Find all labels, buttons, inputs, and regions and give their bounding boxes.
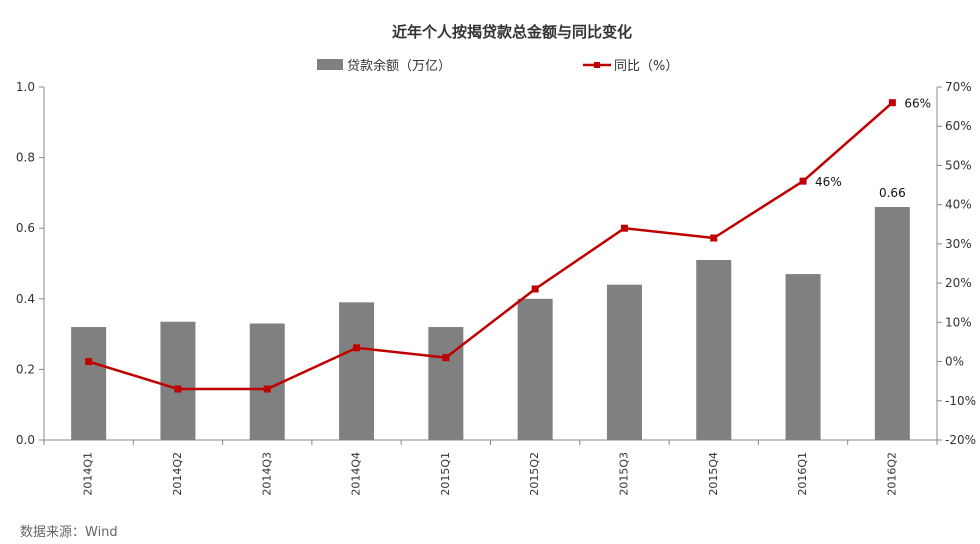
legend-label-loan-balance: 贷款余额（万亿） xyxy=(347,58,451,74)
legend: 贷款余额（万亿） 同比（%） xyxy=(317,58,678,74)
right-tick-label: 40% xyxy=(945,198,972,212)
bar-2015Q3 xyxy=(606,284,642,440)
yoy-point-2015Q2 xyxy=(531,285,539,293)
bar-2014Q1 xyxy=(71,327,107,440)
yoy-point-2015Q4 xyxy=(710,234,718,242)
right-tick-label: 70% xyxy=(945,80,972,94)
yoy-line xyxy=(88,101,894,391)
yoy-point-2015Q3 xyxy=(620,224,628,232)
bar-2014Q2 xyxy=(160,321,196,440)
yoy-point-2014Q1 xyxy=(85,358,93,366)
bar-2014Q4 xyxy=(339,302,375,440)
bar-2015Q1 xyxy=(428,327,464,440)
right-tick-label: -10% xyxy=(945,394,976,408)
x-tick-label: 2014Q3 xyxy=(260,452,273,496)
right-tick-label: 30% xyxy=(945,237,972,251)
legend-label-yoy: 同比（%） xyxy=(614,59,678,74)
bar-2016Q2 xyxy=(874,207,910,440)
yoy-point-2014Q3 xyxy=(263,385,271,393)
data-label-yoy-2016Q1: 46% xyxy=(815,175,842,189)
right-tick-label: 50% xyxy=(945,158,972,172)
data-label-yoy-2016Q2: 66% xyxy=(904,97,931,111)
left-tick-label: 0.4 xyxy=(16,292,35,306)
data-source: 数据来源：Wind xyxy=(20,525,118,540)
bar-2015Q4 xyxy=(696,259,732,440)
chart-title: 近年个人按揭贷款总金额与同比变化 xyxy=(392,23,632,41)
legend-swatch-loan-balance xyxy=(317,59,343,70)
left-tick-label: 0.6 xyxy=(16,221,35,235)
right-tick-label: 20% xyxy=(945,276,972,290)
left-tick-label: 0.0 xyxy=(16,433,35,447)
bar-2014Q3 xyxy=(249,323,285,440)
bar-2015Q2 xyxy=(517,298,553,440)
right-tick-label: 10% xyxy=(945,315,972,329)
x-tick-label: 2014Q1 xyxy=(82,452,95,496)
data-labels: 0.66 46% 66% xyxy=(815,97,931,200)
yoy-point-2016Q1 xyxy=(799,177,807,185)
yoy-point-2015Q1 xyxy=(442,354,450,362)
x-tick-label: 2015Q3 xyxy=(617,452,630,496)
data-label-bar-2016Q2: 0.66 xyxy=(879,186,906,200)
x-tick-label: 2014Q4 xyxy=(350,452,363,496)
yoy-point-2016Q2 xyxy=(888,99,896,107)
left-tick-label: 0.2 xyxy=(16,362,35,376)
right-tick-label: -20% xyxy=(945,433,976,447)
yoy-point-2014Q4 xyxy=(353,344,361,352)
x-tick-label: 2016Q1 xyxy=(796,452,809,496)
bars xyxy=(71,207,910,440)
x-tick-label: 2015Q2 xyxy=(528,452,541,496)
x-tick-label: 2016Q2 xyxy=(885,452,898,496)
right-tick-label: 0% xyxy=(945,355,964,369)
x-tick-label: 2014Q2 xyxy=(171,452,184,496)
bar-2016Q1 xyxy=(785,274,821,440)
x-tick-label: 2015Q4 xyxy=(707,452,720,496)
axes: 0.0 0.2 0.4 0.6 0.8 1.0 -20% -10% 0% 10% 20% 30% 40%… xyxy=(16,80,976,496)
x-tick-label: 2015Q1 xyxy=(439,452,452,496)
yoy-point-2014Q2 xyxy=(174,385,182,393)
right-tick-label: 60% xyxy=(945,119,972,133)
yoy-line-series xyxy=(85,99,896,393)
legend-marker-yoy xyxy=(594,62,600,68)
left-tick-label: 0.8 xyxy=(16,151,35,165)
left-tick-label: 1.0 xyxy=(16,80,35,94)
